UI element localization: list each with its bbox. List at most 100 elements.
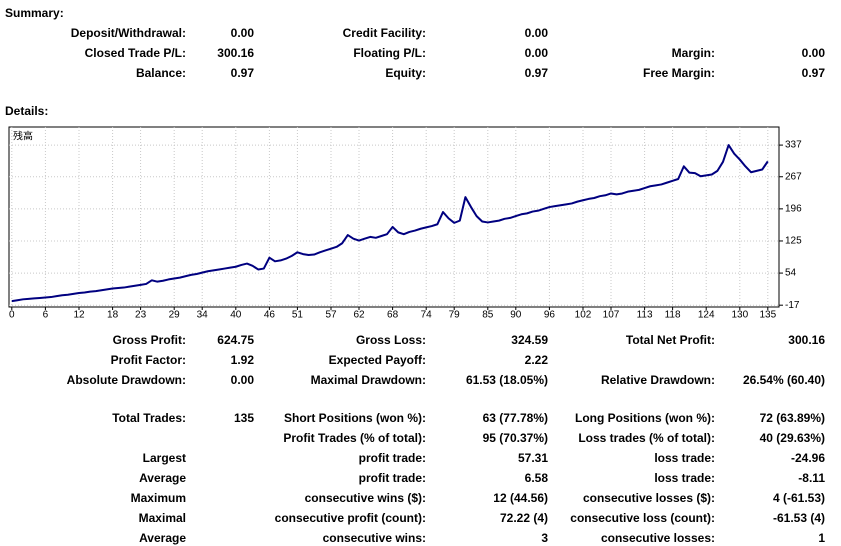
label: profit trade: — [358, 451, 426, 465]
label: Relative Drawdown: — [600, 373, 715, 387]
label: Profit Factor: — [110, 353, 186, 367]
x-tick-label: 90 — [510, 310, 522, 321]
balance-line — [11, 144, 769, 303]
label: Closed Trade P/L: — [84, 46, 186, 60]
value: 0.00 — [801, 46, 825, 60]
value: 57.31 — [517, 451, 548, 465]
legend: 残高 — [13, 130, 33, 143]
label: Balance: — [135, 66, 186, 80]
y-tick-label: -17 — [785, 300, 800, 311]
x-tick-label: 62 — [353, 310, 365, 321]
value: 135 — [233, 411, 254, 425]
label: consecutive losses: — [600, 531, 715, 545]
x-tick-label: 102 — [575, 310, 592, 321]
label: consecutive losses ($): — [582, 491, 715, 505]
x-tick-label: 130 — [731, 310, 748, 321]
label: Absolute Drawdown: — [66, 373, 186, 387]
x-tick-label: 113 — [637, 310, 653, 321]
value: -24.96 — [790, 451, 825, 465]
value: 0.00 — [524, 46, 548, 60]
value: 72 (63.89%) — [759, 411, 825, 425]
value: 4 (-61.53) — [772, 491, 825, 505]
label: Margin: — [671, 46, 715, 60]
value: 324.59 — [511, 333, 548, 347]
x-tick-label: 85 — [482, 310, 494, 321]
label: Average — [139, 471, 186, 485]
value: 3 — [541, 531, 548, 545]
y-tick-label: 337 — [785, 140, 802, 151]
value: 0.97 — [524, 66, 548, 80]
label: Maximal Drawdown: — [310, 373, 426, 387]
x-tick-label: 18 — [107, 310, 119, 321]
x-tick-label: 46 — [264, 310, 276, 321]
x-tick-label: 34 — [197, 310, 209, 321]
label: Deposit/Withdrawal: — [70, 26, 186, 40]
value: 0.97 — [801, 66, 825, 80]
value: 72.22 (4) — [499, 511, 548, 525]
label: Loss trades (% of total): — [578, 431, 715, 445]
value: 0.00 — [230, 26, 254, 40]
x-tick-label: 0 — [9, 310, 15, 321]
label: Gross Profit: — [112, 333, 186, 347]
label: Expected Payoff: — [328, 353, 426, 367]
x-tick-label: 107 — [603, 310, 620, 321]
value: 624.75 — [217, 333, 254, 347]
x-tick-label: 68 — [387, 310, 399, 321]
value: 0.00 — [524, 26, 548, 40]
summary-title: Summary: — [5, 6, 64, 20]
x-tick-label: 96 — [544, 310, 556, 321]
label: Average — [139, 531, 186, 545]
x-tick-label: 79 — [449, 310, 461, 321]
value: -61.53 (4) — [772, 511, 825, 525]
label: Total Trades: — [112, 411, 186, 425]
value: 300.16 — [217, 46, 254, 60]
label: Maximal — [138, 511, 186, 525]
label: Free Margin: — [642, 66, 715, 80]
value: 61.53 (18.05%) — [465, 373, 548, 387]
value: 6.58 — [524, 471, 548, 485]
value: 300.16 — [788, 333, 825, 347]
value: 2.22 — [524, 353, 548, 367]
value: 1 — [818, 531, 825, 545]
label: Profit Trades (% of total): — [283, 431, 426, 445]
value: 95 (70.37%) — [482, 431, 548, 445]
details-title: Details: — [5, 104, 49, 118]
x-tick-label: 74 — [421, 310, 433, 321]
label: Maximum — [130, 491, 186, 505]
x-tick-label: 57 — [325, 310, 337, 321]
value: -8.11 — [798, 471, 825, 485]
label: Gross Loss: — [355, 333, 426, 347]
y-tick-label: 125 — [785, 236, 802, 247]
plot-frame — [8, 126, 780, 308]
label: loss trade: — [654, 471, 715, 485]
x-tick-label: 6 — [43, 310, 49, 321]
label: consecutive wins ($): — [304, 491, 426, 505]
y-tick-label: 196 — [785, 203, 802, 214]
value: 40 (29.63%) — [759, 431, 825, 445]
label: loss trade: — [654, 451, 715, 465]
chart: 残高 -17 54 125 196 267 337 0 6 12 18 23 29 34 40 46 51 57… — [8, 126, 802, 321]
x-tick-label: 135 — [759, 310, 776, 321]
label: Floating P/L: — [353, 46, 426, 60]
label: profit trade: — [358, 471, 426, 485]
label: Credit Facility: — [342, 26, 426, 40]
label: Largest — [142, 451, 186, 465]
x-tick-label: 23 — [135, 310, 147, 321]
label: Long Positions (won %): — [575, 411, 715, 425]
label: Total Net Profit: — [625, 333, 715, 347]
x-tick-label: 124 — [698, 310, 715, 321]
value: 0.00 — [230, 373, 254, 387]
x-tick-label: 29 — [169, 310, 181, 321]
label: Equity: — [385, 66, 426, 80]
value: 26.54% (60.40) — [742, 373, 825, 387]
label: consecutive loss (count): — [570, 511, 715, 525]
value: 1.92 — [230, 353, 254, 367]
x-tick-label: 51 — [292, 310, 304, 321]
y-tick-label: 54 — [785, 268, 797, 279]
x-tick-label: 12 — [73, 310, 85, 321]
value: 0.97 — [230, 66, 254, 80]
y-tick-label: 267 — [785, 171, 802, 182]
label: consecutive profit (count): — [274, 511, 426, 525]
label: Short Positions (won %): — [284, 411, 426, 425]
